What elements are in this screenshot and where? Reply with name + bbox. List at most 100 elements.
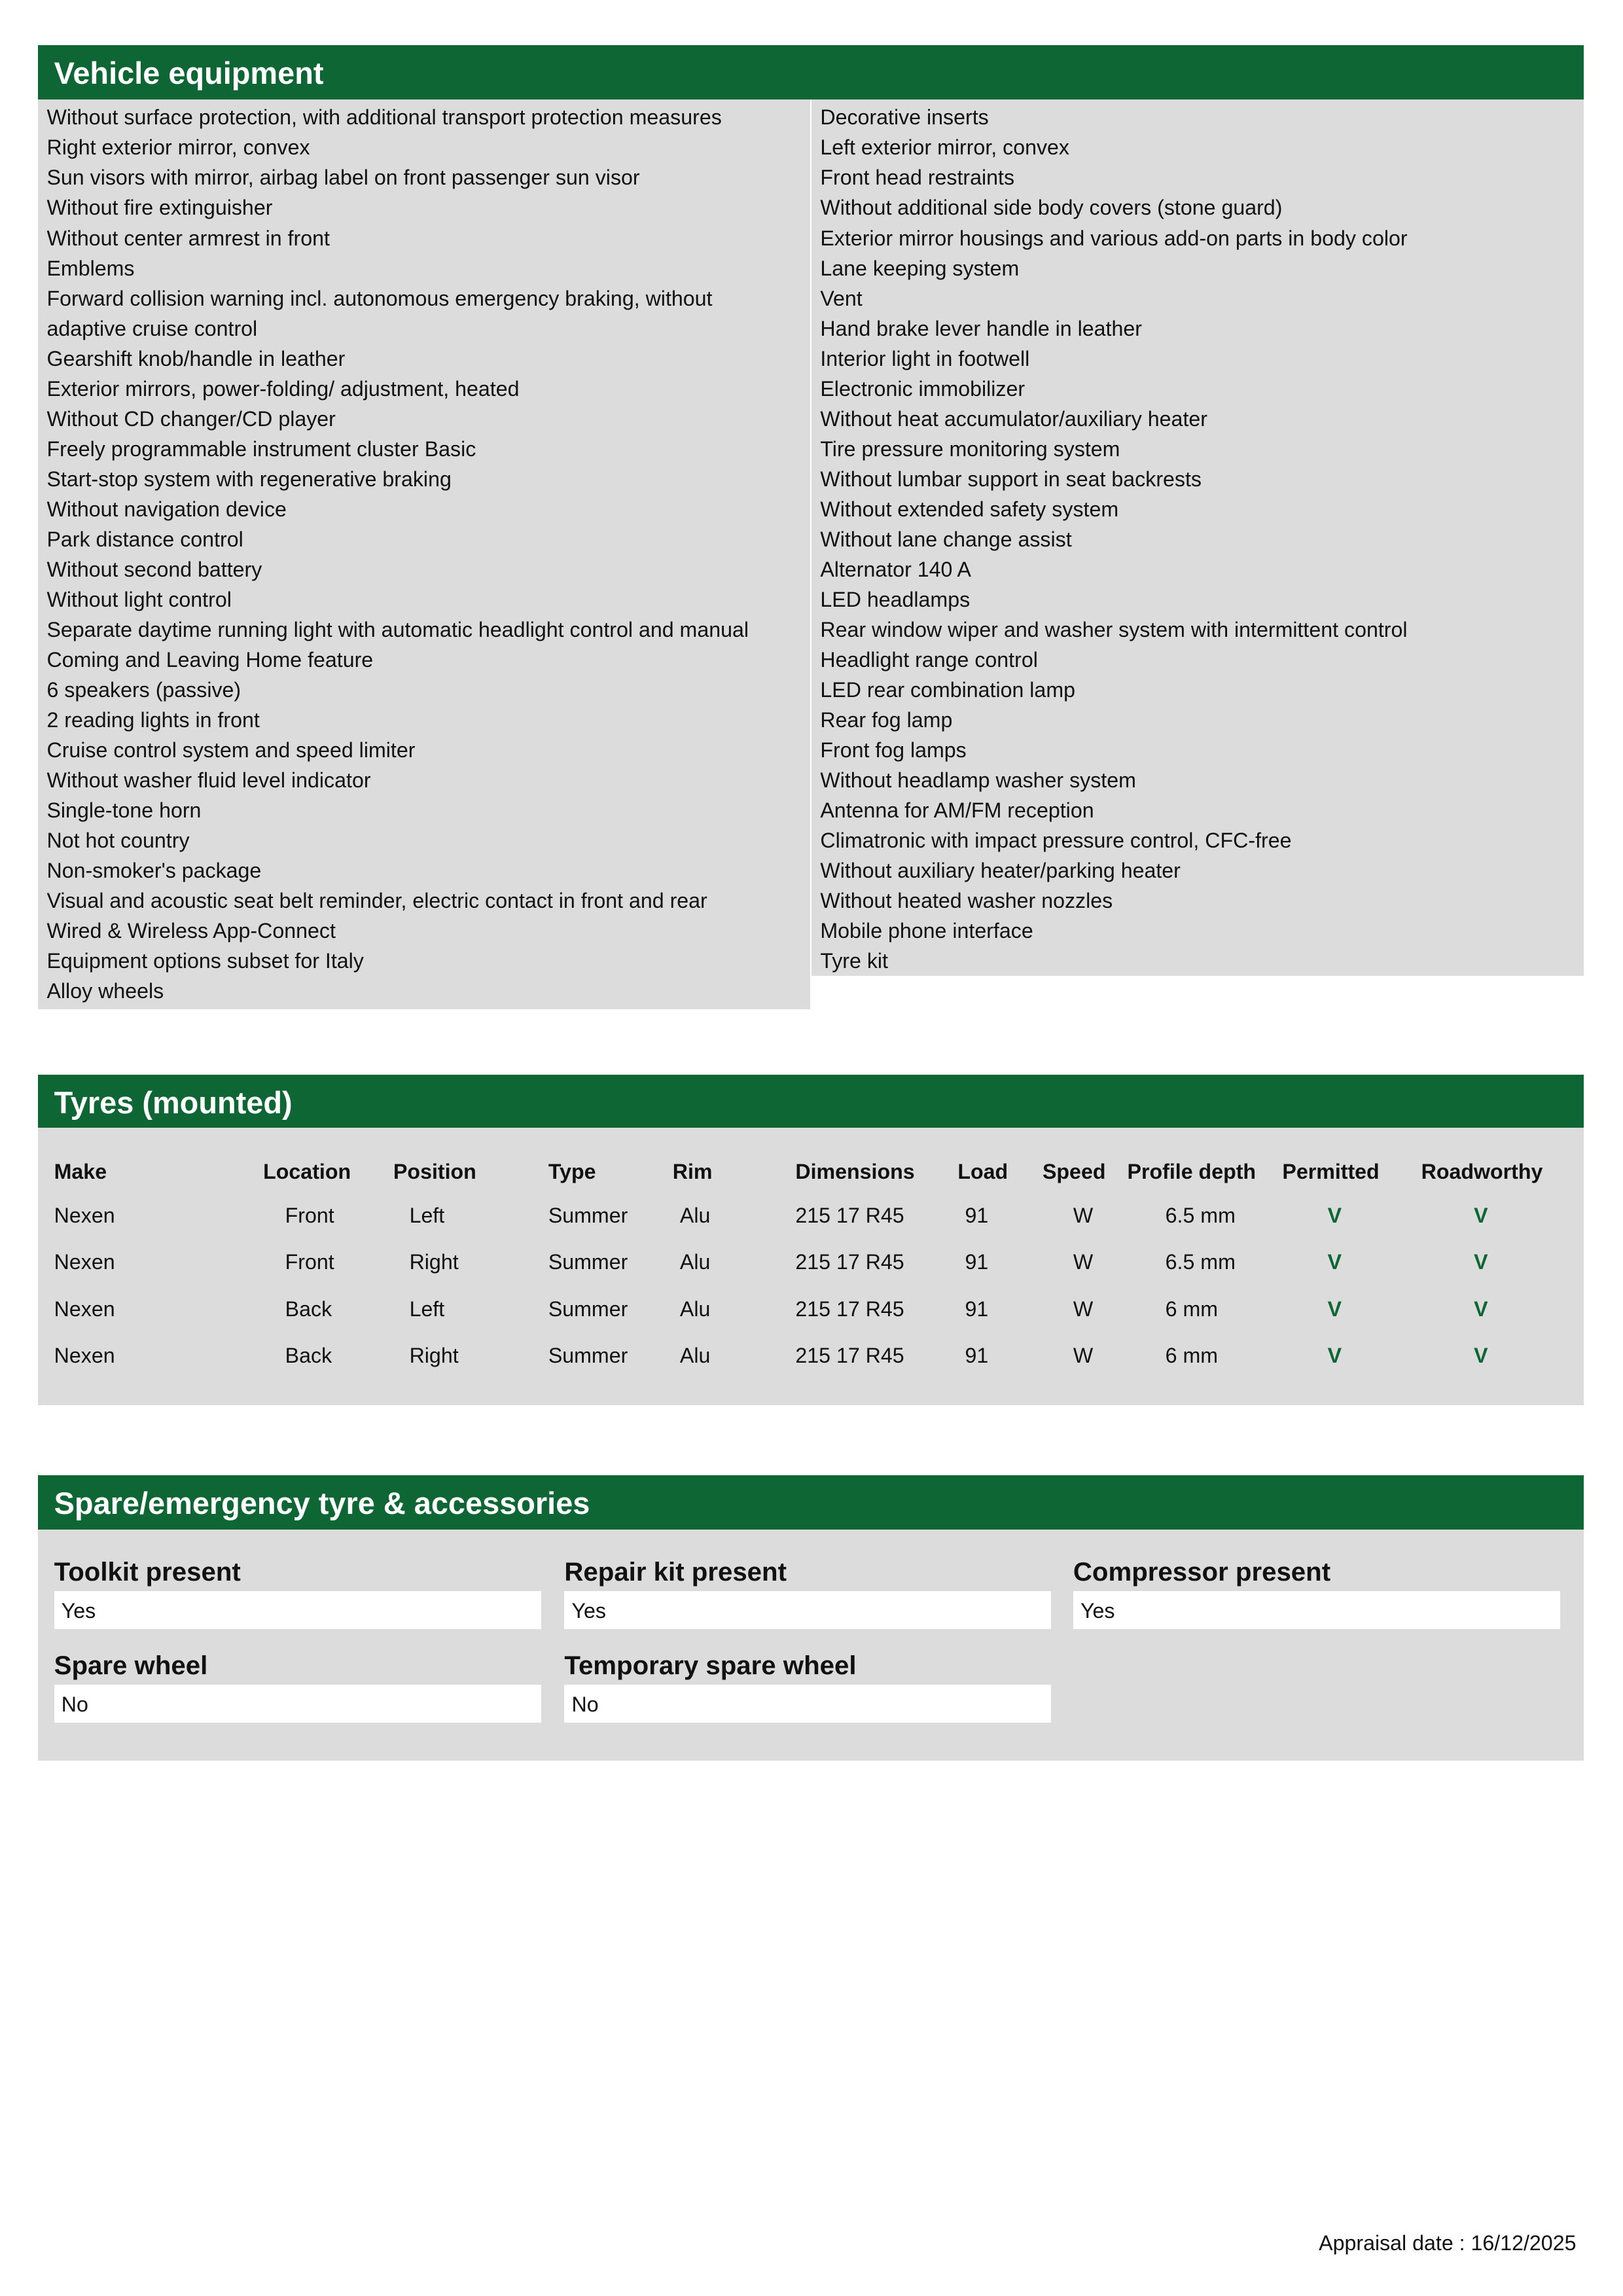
field-label: Compressor present — [1073, 1557, 1331, 1587]
equipment-item: Without navigation device — [46, 497, 287, 521]
equipment-item: Gearshift knob/handle in leather — [46, 346, 346, 370]
table-cell: 215 17 R45 — [795, 1344, 904, 1368]
field-label: Repair kit present — [564, 1557, 787, 1587]
equipment-item: Without CD changer/CD player — [46, 406, 336, 431]
equipment-item: Forward collision warning incl. autonomo… — [46, 286, 713, 340]
appraisal-date: Appraisal date : 16/12/2025 — [1319, 2231, 1577, 2255]
table-cell: W — [1073, 1250, 1094, 1274]
table-cell: 91 — [965, 1297, 989, 1321]
table-cell: W — [1073, 1203, 1094, 1227]
column-header-speed: Speed — [1042, 1159, 1106, 1183]
column-header-location: Location — [263, 1159, 351, 1183]
equipment-item: Without surface protection, with additio… — [46, 105, 722, 130]
column-header-roadworthy: Roadworthy — [1421, 1159, 1543, 1183]
equipment-item: Decorative inserts — [820, 105, 989, 130]
table-cell: Summer — [548, 1250, 628, 1274]
equipment-item: Non-smoker's package — [46, 859, 262, 883]
equipment-item: Without fire extinguisher — [46, 196, 273, 220]
table-row: Nexen Back Right Summer Alu 215 17 R45 91 W 6 mm… — [38, 1344, 1584, 1373]
equipment-item: Headlight range control — [820, 647, 1038, 672]
table-row: Nexen Back Left Summer Alu 215 17 R45 91 W 6 mm V… — [38, 1297, 1584, 1327]
tyres-table: Make Location Position Type Rim Dimensions Loa… — [38, 1127, 1584, 1406]
table-cell: Left — [409, 1203, 445, 1227]
equipment-list-right: Decorative inserts Left exterior mirror, … — [811, 99, 1584, 977]
table-cell: Back — [285, 1344, 332, 1368]
field-label: Toolkit present — [54, 1557, 241, 1587]
table-cell: 6.5 mm — [1165, 1203, 1236, 1227]
table-cell: Nexen — [54, 1250, 115, 1274]
table-cell: Summer — [548, 1203, 628, 1227]
equipment-item: Antenna for AM/FM reception — [820, 798, 1094, 823]
equipment-item: Without extended safety system — [820, 497, 1119, 521]
equipment-item: Not hot country — [46, 829, 190, 853]
equipment-item: Sun visors with mirror, airbag label on … — [46, 166, 640, 190]
table-cell: Alu — [679, 1344, 711, 1368]
equipment-item: Visual and acoustic seat belt reminder, … — [46, 889, 707, 913]
table-cell: Front — [285, 1203, 334, 1227]
tyres-header: Tyres (mounted) — [38, 1075, 1584, 1129]
check-mark: V — [1327, 1297, 1342, 1321]
equipment-item: Left exterior mirror, convex — [820, 135, 1070, 160]
equipment-item: Without headlamp washer system — [820, 768, 1136, 793]
equipment-item: Start-stop system with regenerative brak… — [46, 467, 452, 491]
equipment-item: Interior light in footwell — [820, 346, 1030, 370]
equipment-item: LED headlamps — [820, 587, 971, 611]
equipment-item: Right exterior mirror, convex — [46, 135, 310, 160]
column-header-rim: Rim — [672, 1159, 713, 1183]
field-value: Yes — [54, 1590, 541, 1629]
field-value: No — [564, 1684, 1052, 1723]
table-cell: Summer — [548, 1344, 628, 1368]
equipment-item: Front fog lamps — [820, 738, 967, 762]
check-mark: V — [1327, 1250, 1342, 1274]
equipment-item: Without lane change assist — [820, 527, 1072, 551]
vehicle-equipment-header: Vehicle equipment — [38, 45, 1584, 99]
table-cell: Right — [409, 1344, 459, 1368]
column-header-load: Load — [957, 1159, 1008, 1183]
table-cell: 215 17 R45 — [795, 1297, 904, 1321]
table-cell: Nexen — [54, 1297, 115, 1321]
table-cell: Nexen — [54, 1344, 115, 1368]
equipment-item: Exterior mirrors, power-folding/ adjustm… — [46, 376, 520, 401]
equipment-item: Without additional side body covers (sto… — [820, 196, 1283, 220]
equipment-list-left: Without surface protection, with additio… — [38, 99, 810, 1009]
table-cell: Back — [285, 1297, 332, 1321]
table-cell: Alu — [679, 1297, 711, 1321]
equipment-item: Tyre kit — [820, 949, 888, 973]
check-mark: V — [1474, 1203, 1488, 1227]
table-cell: 6 mm — [1165, 1344, 1219, 1368]
field-value: Yes — [1073, 1590, 1560, 1629]
check-mark: V — [1327, 1344, 1342, 1368]
equipment-item: Alternator 140 A — [820, 557, 971, 581]
column-header-dimensions: Dimensions — [795, 1159, 915, 1183]
check-mark: V — [1327, 1203, 1342, 1227]
field-value: No — [54, 1684, 541, 1723]
equipment-item: Park distance control — [46, 527, 243, 551]
column-header-type: Type — [548, 1159, 596, 1183]
equipment-item: Mobile phone interface — [820, 919, 1033, 943]
equipment-item: Emblems — [46, 256, 135, 280]
equipment-item: Hand brake lever handle in leather — [820, 316, 1142, 340]
table-cell: Front — [285, 1250, 334, 1274]
field-value: Yes — [564, 1590, 1052, 1629]
table-row: Nexen Front Left Summer Alu 215 17 R45 91 W 6.5 … — [38, 1204, 1584, 1233]
field-label: Temporary spare wheel — [564, 1651, 857, 1681]
equipment-item: Equipment options subset for Italy — [46, 949, 364, 973]
equipment-item: Front head restraints — [820, 166, 1015, 190]
spare-header: Spare/emergency tyre & accessories — [38, 1475, 1584, 1530]
equipment-item: Rear fog lamp — [820, 708, 953, 732]
column-header-make: Make — [54, 1159, 107, 1183]
table-cell: 91 — [965, 1250, 989, 1274]
table-cell: 6 mm — [1165, 1297, 1219, 1321]
equipment-item: Lane keeping system — [820, 256, 1020, 280]
equipment-item: Without lumbar support in seat backrests — [820, 467, 1202, 491]
check-mark: V — [1474, 1344, 1488, 1368]
equipment-item: Without center armrest in front — [46, 226, 330, 250]
table-cell: W — [1073, 1344, 1094, 1368]
equipment-item: Separate daytime running light with auto… — [46, 617, 749, 641]
equipment-item: Coming and Leaving Home feature — [46, 647, 374, 672]
table-row: Nexen Front Right Summer Alu 215 17 R45 91 W 6.5… — [38, 1250, 1584, 1280]
equipment-item: Cruise control system and speed limiter — [46, 738, 416, 762]
equipment-item: Vent — [820, 286, 863, 310]
table-cell: 6.5 mm — [1165, 1250, 1236, 1274]
